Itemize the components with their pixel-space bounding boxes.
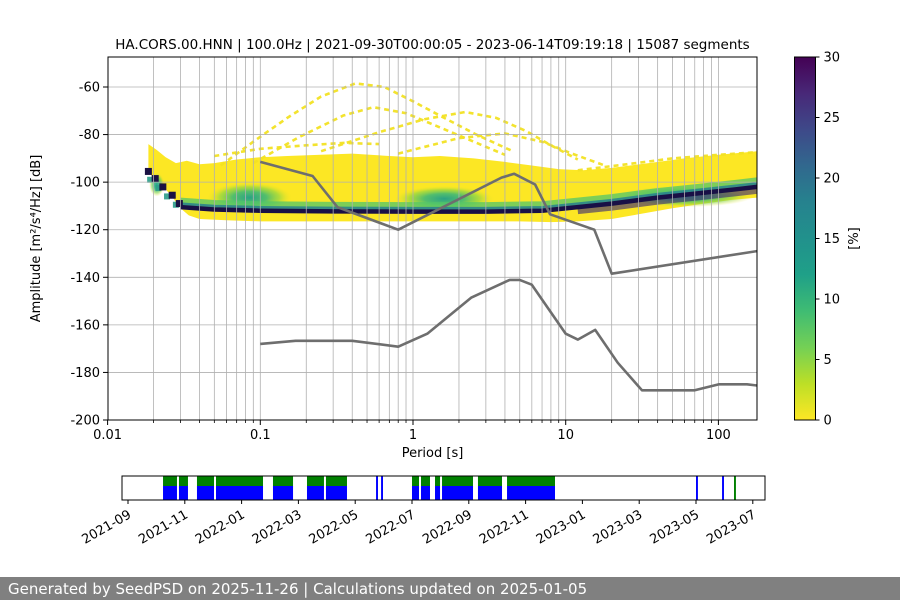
band-purple-fringe: [577, 187, 757, 215]
timeline-tick-label: 2023-05: [647, 507, 702, 547]
availability-segment-thin: [722, 476, 724, 500]
timeline-tick-label: 2022-07: [363, 507, 418, 547]
timeline-tick-label: 2023-01: [534, 507, 589, 547]
staircase-dark-cell: [144, 167, 152, 175]
availability-segment-green: [272, 476, 294, 486]
timeline-tick-label: 2023-07: [704, 507, 759, 547]
availability-segment-green: [306, 476, 324, 486]
availability-segment-thin: [381, 476, 383, 500]
availability-segment-green: [196, 476, 215, 486]
colorbar-tick-label: 10: [824, 293, 841, 308]
colorbar-tick-label: 20: [824, 172, 841, 187]
y-tick-label: -160: [70, 318, 100, 333]
x-tick-label: 0.01: [93, 428, 122, 443]
availability-timeline: 2021-09 2021-11 2022-01 2022-03 2022-05 2022-…: [79, 475, 766, 548]
y-axis-label: Amplitude [m²/s⁴/Hz] [dB]: [29, 155, 44, 323]
staircase-teal-cell: [155, 185, 162, 192]
x-tick-label: 0.1: [250, 428, 271, 443]
nhnm-line: [259, 160, 757, 276]
availability-segment-thin: [376, 476, 378, 500]
colorbar-tick-label: 25: [824, 111, 841, 126]
availability-segment-blue: [306, 486, 324, 500]
chart-title: HA.CORS.00.HNN | 100.0Hz | 2021-09-30T00…: [115, 37, 750, 53]
timeline-tick-label: 2022-03: [250, 507, 305, 547]
availability-segment-thin: [734, 476, 736, 500]
colorbar-tick-label: 5: [824, 353, 832, 368]
availability-segment-blue: [477, 486, 503, 500]
x-axis-label: Period [s]: [402, 446, 464, 461]
timeline-tick-label: 2022-05: [307, 507, 362, 547]
availability-segment-green: [216, 476, 264, 486]
x-tick-label: 100: [706, 428, 731, 443]
availability-segment-green: [163, 476, 177, 486]
colorbar-gradient: [794, 57, 816, 420]
grid: [108, 57, 757, 420]
availability-segment-blue: [178, 486, 188, 500]
availability-segment-green: [477, 476, 503, 486]
colorbar-tick-label: 0: [824, 414, 832, 429]
event-arc: [577, 151, 754, 172]
colorbar: 0 5 10 15 20 25 30 [%]: [794, 51, 862, 429]
availability-segment-blue: [507, 486, 555, 500]
staircase-dark-cell: [151, 175, 159, 183]
y-tick-label: -140: [70, 271, 100, 286]
staircase-dark-cell: [175, 200, 183, 208]
staircase-dark-cell: [159, 183, 167, 191]
event-arc: [397, 132, 606, 167]
availability-segment-blue: [442, 486, 474, 500]
timeline-tick-label: 2022-11: [477, 507, 532, 547]
plot-frame: [107, 56, 758, 421]
y-tick-label: -120: [70, 223, 100, 238]
availability-segment-green: [442, 476, 474, 486]
y-tick-label: -200: [70, 414, 100, 429]
colorbar-tick-label: 15: [824, 232, 841, 247]
timeline-frame: [121, 475, 766, 501]
availability-segment-green: [325, 476, 347, 486]
footer-bar: Generated by SeedPSD on 2025-11-26 | Cal…: [0, 577, 900, 600]
y-tick-label: -180: [70, 366, 100, 381]
y-tick-label: -80: [79, 128, 100, 143]
y-tick-label: -100: [70, 176, 100, 191]
availability-segment-blue: [435, 486, 441, 500]
availability-segment-green: [420, 476, 430, 486]
timeline-tick-label: 2022-09: [420, 507, 475, 547]
timeline-tick-label: 2021-09: [79, 507, 134, 547]
availability-segment-green: [411, 476, 420, 486]
footer-text: Generated by SeedPSD on 2025-11-26 | Cal…: [8, 579, 588, 598]
event-arc: [320, 110, 579, 161]
nlnm-line: [260, 278, 757, 392]
availability-segment-blue: [163, 486, 177, 500]
staircase-teal-cell: [164, 193, 171, 200]
availability-segment-green: [178, 476, 188, 486]
timeline-tick-label: 2023-03: [591, 507, 646, 547]
availability-segment-blue: [216, 486, 264, 500]
y-tick-label: -60: [79, 81, 100, 96]
staircase-teal-cell: [147, 176, 154, 183]
x-tick-label: 1: [409, 428, 417, 443]
availability-segment-green: [435, 476, 441, 486]
x-tick-label: 10: [557, 428, 574, 443]
event-arc: [219, 82, 514, 167]
availability-segment-blue: [272, 486, 294, 500]
availability-segment-thin: [696, 476, 698, 500]
availability-segment-green: [507, 476, 555, 486]
colorbar-label: [%]: [847, 227, 862, 250]
staircase-dark-cell: [168, 191, 176, 199]
timeline-tick-label: 2021-11: [136, 507, 191, 547]
timeline-tick-label: 2022-01: [193, 507, 248, 547]
availability-segment-blue: [196, 486, 215, 500]
availability-segment-blue: [325, 486, 347, 500]
colorbar-tick-label: 30: [824, 51, 841, 66]
availability-segment-blue: [420, 486, 430, 500]
availability-segment-blue: [411, 486, 420, 500]
